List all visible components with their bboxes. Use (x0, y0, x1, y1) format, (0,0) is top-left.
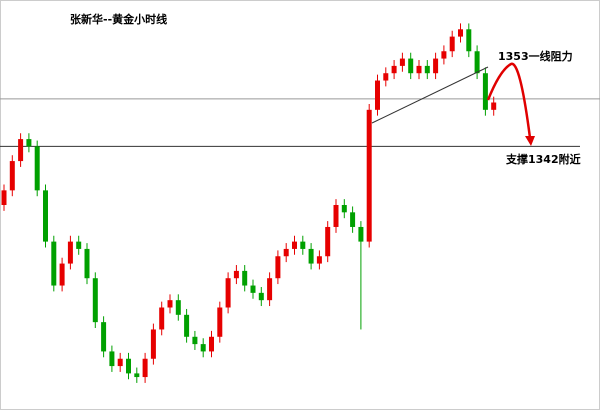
candle-body (466, 29, 472, 52)
candle-body (449, 36, 455, 52)
candle-body (126, 358, 131, 374)
candle-body (59, 263, 65, 286)
candle-body (350, 212, 356, 227)
candle-body (316, 256, 322, 264)
candle-body (51, 241, 57, 286)
candle-body (275, 256, 281, 279)
candle-body (9, 161, 15, 191)
candle-body (18, 139, 24, 162)
candle-body (491, 102, 497, 110)
candle-body (184, 314, 190, 337)
candle-body (408, 58, 414, 74)
candle-body (424, 65, 430, 74)
annotation: 支撑1342附近 (505, 152, 581, 166)
candle-body (150, 329, 156, 359)
candle-body (383, 73, 389, 81)
trend-line (371, 66, 489, 124)
candle-body (142, 358, 148, 378)
candle-body (416, 65, 422, 74)
arrow-head (525, 136, 535, 146)
candle-body (217, 307, 223, 337)
candle-body (300, 241, 306, 249)
candle-body (391, 65, 397, 74)
candle-body (200, 344, 206, 352)
candle-body (267, 278, 273, 301)
candle-body (458, 29, 463, 37)
candle-body (441, 51, 447, 59)
chart-title: 张新华--黄金小时线 (70, 12, 167, 26)
candle-body (474, 51, 480, 74)
candle-body (26, 139, 32, 147)
candle-body (175, 300, 181, 315)
candle-body (258, 292, 264, 301)
candle-body (209, 336, 214, 352)
candle-body (92, 278, 98, 323)
candle-body (242, 270, 248, 286)
candle-body (375, 80, 380, 110)
candle-body (308, 248, 314, 264)
candle-body (358, 226, 364, 242)
candle-body (482, 73, 488, 110)
candle-body (34, 146, 40, 191)
plot (0, 23, 600, 383)
candle-body (43, 190, 48, 242)
candle-body (333, 205, 339, 227)
candle-body (250, 285, 256, 293)
candle-body (134, 373, 140, 378)
annotation: 1353一线阻力 (498, 49, 573, 63)
candle-body (117, 358, 123, 367)
candle-body (233, 270, 239, 279)
candle-body (84, 248, 90, 279)
candle-body (109, 351, 115, 367)
candle-body (399, 58, 405, 66)
candle-body (76, 241, 82, 249)
candle-body (283, 248, 289, 257)
candle-body (192, 336, 198, 345)
candle-body (1, 190, 7, 205)
candle-body (325, 226, 331, 257)
candle-body (225, 278, 231, 308)
candle-body (67, 241, 73, 264)
forecast-arrow (486, 62, 532, 139)
candle-body (101, 322, 107, 352)
candle-body (433, 58, 439, 74)
candle-body (167, 300, 173, 308)
candle-body (292, 241, 297, 249)
candle-body (366, 109, 372, 242)
candle-body (159, 307, 165, 330)
candle-body (341, 205, 347, 213)
